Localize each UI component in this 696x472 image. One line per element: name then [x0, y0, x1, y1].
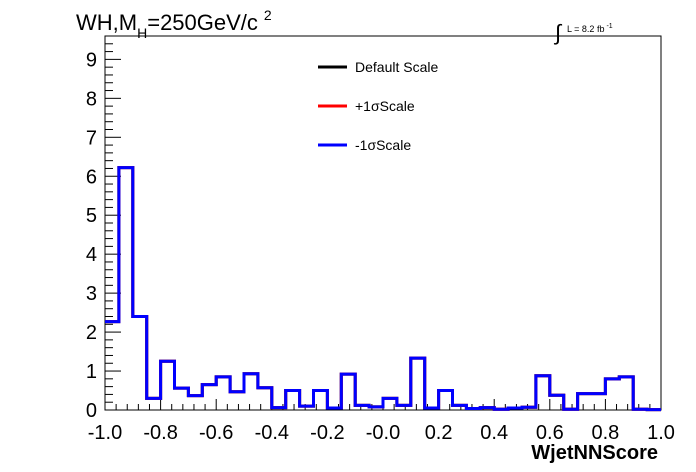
y-tick-label: 1 — [86, 361, 97, 383]
y-tick-label: 0 — [86, 400, 97, 422]
plot-frame — [104, 35, 662, 411]
series-line — [105, 166, 661, 412]
x-tick-label: -1.0 — [88, 422, 122, 444]
y-tick-label: 9 — [86, 49, 97, 71]
x-axis-label: WjetNNScore — [531, 442, 658, 464]
x-tick-label: 0.4 — [480, 422, 508, 444]
y-tick-label: 5 — [86, 205, 97, 227]
y-tick-label: 2 — [86, 322, 97, 344]
legend-label: +1σScale — [355, 98, 415, 114]
x-tick-label: -0.2 — [310, 422, 344, 444]
y-tick-label: 3 — [86, 283, 97, 305]
x-tick-label: 1.0 — [647, 422, 675, 444]
legend-label: -1σScale — [355, 137, 411, 153]
x-tick-label: -0.8 — [143, 422, 177, 444]
series-line — [105, 166, 661, 412]
x-tick-label: 0.2 — [425, 422, 453, 444]
luminosity-label: ∫ L = 8.2 fb -1 — [553, 20, 613, 45]
histogram-series — [105, 166, 661, 412]
x-tick-label: -0.6 — [199, 422, 233, 444]
legend-label: Default Scale — [355, 59, 438, 75]
y-tick-label: 7 — [86, 127, 97, 149]
x-tick-label: 0.8 — [591, 422, 619, 444]
series-line — [105, 166, 661, 412]
integral-symbol: ∫ — [553, 20, 563, 45]
x-tick-label: -0.4 — [255, 422, 289, 444]
y-tick-label: 6 — [86, 166, 97, 188]
y-tick-label: 4 — [86, 244, 97, 266]
legend: Default Scale +1σScale -1σScale — [318, 59, 438, 153]
chart-title: WH,MH=250GeV/c 2 — [76, 7, 272, 41]
x-tick-label: -0.0 — [366, 422, 400, 444]
y-tick-label: 8 — [86, 88, 97, 110]
x-tick-label: 0.6 — [536, 422, 564, 444]
luminosity-text: L = 8.2 fb -1 — [567, 23, 613, 34]
